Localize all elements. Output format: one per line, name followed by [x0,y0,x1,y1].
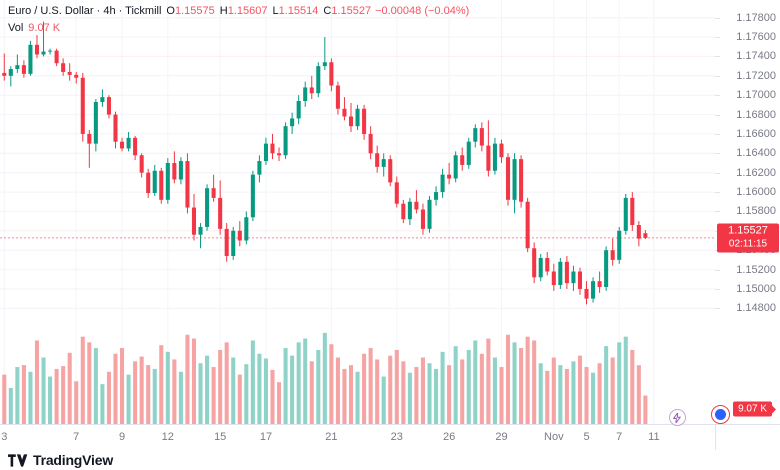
price-tick-label: 1.16800 [736,108,776,121]
price-tick-label: 1.16000 [736,186,776,199]
bar-countdown: 02:11:15 [728,238,768,250]
time-tick-label: 15 [214,431,227,443]
current-price-value: 1.15527 [728,224,768,237]
tradingview-logo[interactable]: TradingView [8,452,113,468]
time-axis[interactable]: 3 7 9 12 15 17 21 23 26 29 Nov 5 7 11 [0,424,715,450]
price-tick-mark [715,37,720,39]
time-tick-label: 23 [390,431,403,443]
footer-bar: TradingView [0,450,780,470]
candlestick-plot [0,0,715,424]
price-tick-mark [715,56,720,58]
price-tick-mark [715,269,720,271]
price-chart-pane[interactable] [0,0,715,424]
time-tick-label: 5 [583,431,590,443]
tradingview-wordmark: TradingView [33,452,114,468]
axis-corner [715,424,780,450]
time-tick-label: 11 [648,431,660,443]
price-tick-label: 1.17200 [736,69,776,82]
price-tick-mark [715,153,720,155]
price-axis[interactable]: 1.17800 1.17600 1.17400 1.17200 1.17000 1.168… [715,0,780,424]
price-tick-mark [715,114,720,116]
price-tick-label: 1.17000 [736,89,776,102]
globe-inner [714,408,726,420]
time-tick-label: 29 [495,431,508,443]
price-tick-label: 1.15000 [736,282,776,295]
price-tick-label: 1.16200 [736,166,776,179]
price-tick-mark [715,75,720,77]
price-tick-label: 1.16400 [736,147,776,160]
price-tick-label: 1.17600 [736,31,776,44]
price-tick-mark [715,17,720,19]
time-tick-label: Nov [544,431,564,443]
time-tick-label: 21 [325,431,338,443]
time-tick-label: 12 [161,431,174,443]
tradingview-mark-icon [8,453,28,467]
price-tick-mark [715,172,720,174]
current-price-badge[interactable]: 1.15527 02:11:15 [717,223,779,253]
price-tick-label: 1.17400 [736,50,776,63]
price-tick-mark [715,192,720,194]
price-tick-label: 1.17800 [736,11,776,24]
price-tick-mark [715,308,720,310]
lightning-icon[interactable] [669,409,686,426]
time-tick-label: 3 [1,431,8,443]
price-tick-mark [715,133,720,135]
time-tick-label: 26 [442,431,456,443]
price-tick-label: 1.16600 [736,127,776,140]
lightning-glyph [673,412,681,423]
price-tick-mark [715,95,720,97]
time-tick-label: 7 [616,431,623,443]
price-tick-label: 1.15800 [736,205,776,218]
globe-icon[interactable] [711,405,730,424]
price-tick-label: 1.15200 [736,263,776,276]
price-tick-mark [715,288,720,290]
time-tick-label: 7 [73,431,80,443]
price-tick-mark [715,211,720,213]
time-tick-label: 9 [118,431,126,443]
time-tick-label: 17 [259,431,273,443]
price-tick-label: 1.14800 [736,302,776,315]
volume-badge[interactable]: 9.07 K [733,401,772,417]
